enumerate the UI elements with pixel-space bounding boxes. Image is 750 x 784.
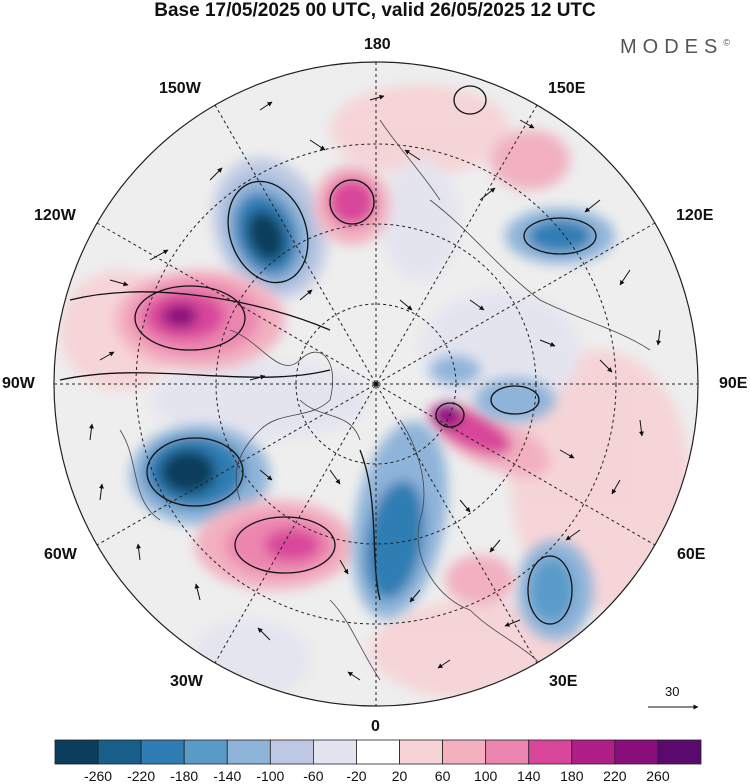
colorbar-tick-label: 220 [603, 768, 627, 784]
colorbar-tick-label: 60 [434, 768, 451, 784]
colorbar-swatch [657, 739, 702, 765]
label-120e: 120E [676, 207, 714, 224]
label-60e: 60E [677, 546, 706, 563]
label-150w: 150W [159, 80, 201, 97]
high-180 [314, 165, 390, 245]
colorbar-swatch [97, 739, 142, 765]
low-120e [505, 208, 615, 264]
label-150e: 150E [548, 80, 586, 97]
low-45e [517, 540, 593, 640]
colorbar [54, 739, 702, 765]
colorbar-swatch [399, 739, 443, 765]
label-30w: 30W [170, 673, 203, 690]
colorbar-swatch [183, 739, 228, 765]
geopotential-contours [59, 85, 597, 625]
colorbar-tick-label: -220 [127, 768, 156, 784]
colorbar-swatch [485, 739, 530, 765]
label-30e: 30E [549, 673, 578, 690]
wind-vectors [88, 94, 662, 681]
colorbar-tick-label: -180 [170, 768, 199, 784]
high-120w [115, 270, 285, 370]
colorbar-tick-label: 100 [473, 768, 498, 784]
low-75w [130, 425, 270, 525]
colorbar-tick-label: -60 [303, 768, 324, 784]
colorbar-swatch [312, 739, 357, 765]
colorbar-swatch [571, 739, 616, 765]
label-0: 0 [371, 718, 380, 735]
map-boundary [53, 61, 699, 707]
colorbar-swatch [614, 739, 659, 765]
graticule [54, 62, 698, 706]
colorbar-tick-label: -20 [346, 768, 367, 784]
north-pole-marker [374, 382, 378, 386]
modes-logo: MODES© [620, 36, 730, 58]
colorbar-swatch [442, 739, 487, 765]
colorbar-swatch [54, 739, 99, 765]
colorbar-tick-label: 140 [517, 768, 541, 784]
colorbar-tick-label: -260 [84, 768, 113, 784]
label-180: 180 [364, 36, 391, 53]
colorbar-swatch [140, 739, 185, 765]
colorbar-swatch [226, 739, 271, 765]
high-45w [195, 500, 355, 590]
map-title: Base 17/05/2025 00 UTC, valid 26/05/2025… [154, 0, 596, 21]
coastlines [119, 119, 651, 691]
colorbar-tick-label: 260 [646, 768, 670, 784]
label-120w: 120W [34, 207, 76, 224]
colorbar-swatch [528, 739, 573, 765]
label-90w: 90W [2, 375, 35, 392]
label-60w: 60W [44, 546, 77, 563]
colorbar-tick-label: 20 [391, 768, 408, 784]
colorbar-swatch [356, 739, 400, 765]
colorbar-swatch [269, 739, 314, 765]
colorbar-tick-label: -100 [256, 768, 285, 784]
colorbar-tick-label: 180 [560, 768, 584, 784]
label-90e: 90E [719, 375, 748, 392]
colorbar-tick-label: -140 [213, 768, 242, 784]
vector-scale-label: 30 [665, 684, 680, 699]
